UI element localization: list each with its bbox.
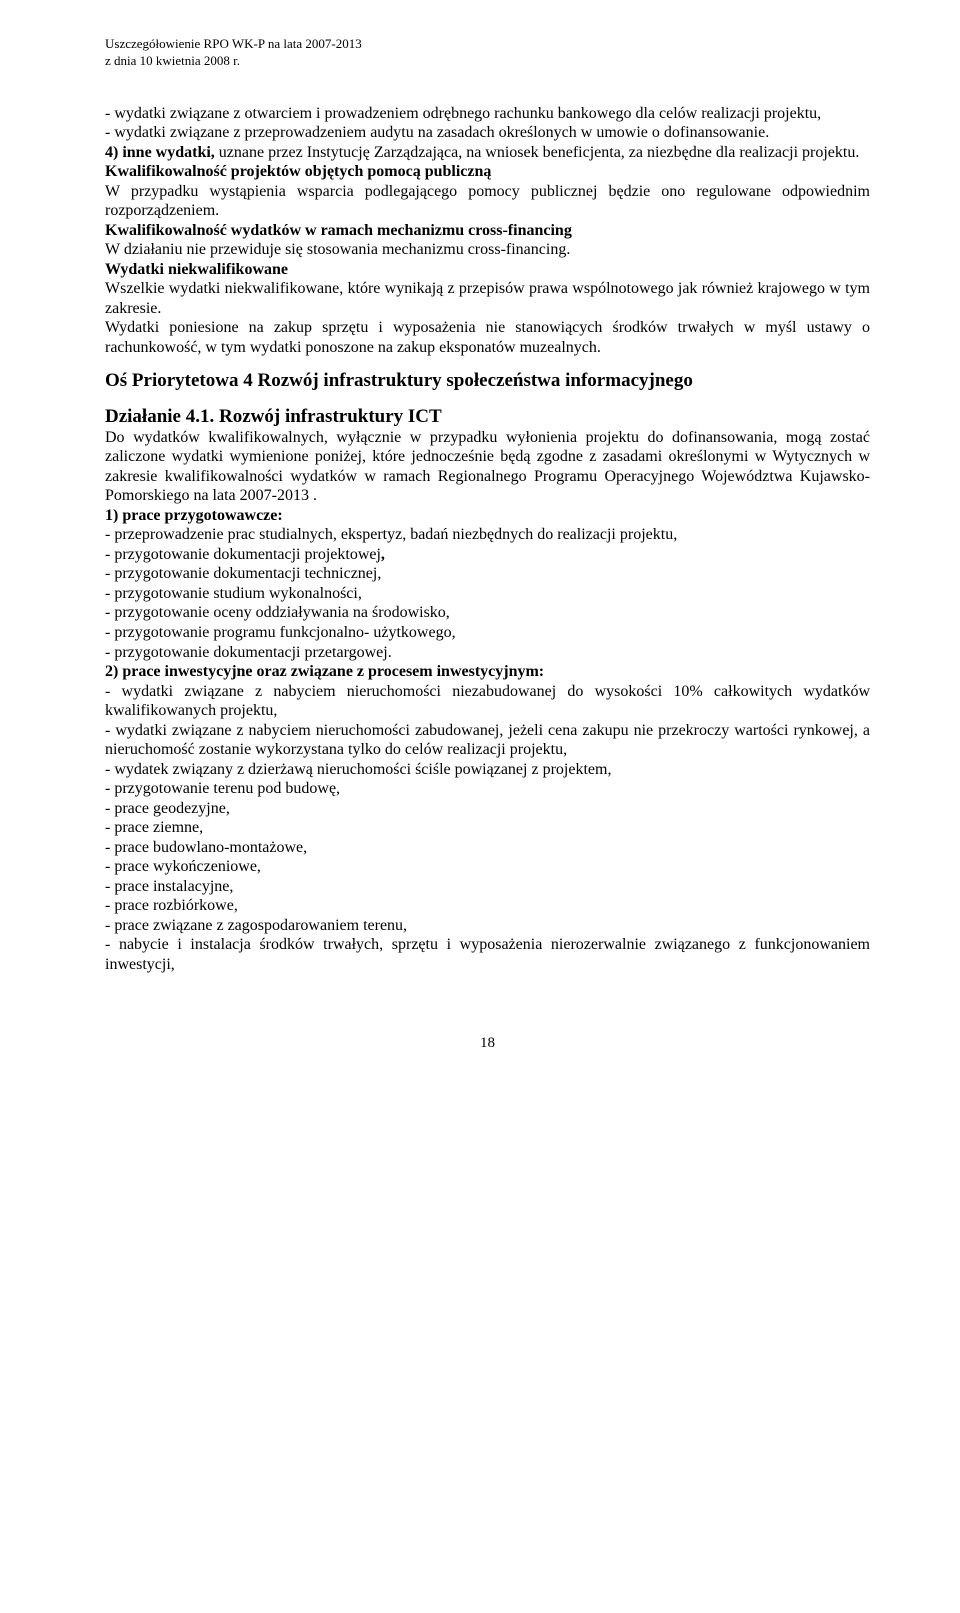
list1-item6: - przygotowanie programu funkcjonalno- u…: [105, 623, 870, 643]
body-p1: - wydatki związane z otwarciem i prowadz…: [105, 104, 870, 124]
list2-item5: - prace geodezyjne,: [105, 799, 870, 819]
list2-item8: - prace wykończeniowe,: [105, 857, 870, 877]
list1-item3: - przygotowanie dokumentacji technicznej…: [105, 564, 870, 584]
body-p6: Wszelkie wydatki niekwalifikowane, które…: [105, 279, 870, 318]
page-number: 18: [105, 1034, 870, 1052]
list2-item9: - prace instalacyjne,: [105, 877, 870, 897]
body-p3: 4) inne wydatki, uznane przez Instytucję…: [105, 143, 870, 163]
body-p7: Wydatki poniesione na zakup sprzętu i wy…: [105, 318, 870, 357]
body-p8: Do wydatków kwalifikowalnych, wyłącznie …: [105, 428, 870, 506]
list1-item5: - przygotowanie oceny oddziaływania na ś…: [105, 603, 870, 623]
heading-wydatki-niekwalifikowane: Wydatki niekwalifikowane: [105, 260, 870, 280]
list2-item4: - przygotowanie terenu pod budowę,: [105, 779, 870, 799]
list2-item11: - prace związane z zagospodarowaniem ter…: [105, 916, 870, 936]
list1-item7: - przygotowanie dokumentacji przetargowe…: [105, 643, 870, 663]
body-p4: W przypadku wystąpienia wsparcia podlega…: [105, 182, 870, 221]
heading-kwalifikowalnosc-projektow: Kwalifikowalność projektów objętych pomo…: [105, 162, 870, 182]
heading-prace-inwestycyjne: 2) prace inwestycyjne oraz związane z pr…: [105, 662, 870, 682]
list2-item6: - prace ziemne,: [105, 818, 870, 838]
heading-prace-przygotowawcze: 1) prace przygotowawcze:: [105, 506, 870, 526]
list1-item4: - przygotowanie studium wykonalności,: [105, 584, 870, 604]
header-block: Uszczegółowienie RPO WK-P na lata 2007-2…: [105, 36, 870, 70]
body-p3-rest: uznane przez Instytucję Zarządzająca, na…: [215, 144, 860, 161]
body-p5: W działaniu nie przewiduje się stosowani…: [105, 240, 870, 260]
list1-item2: - przygotowanie dokumentacji projektowej…: [105, 545, 870, 565]
list2-item10: - prace rozbiórkowe,: [105, 896, 870, 916]
header-line-2: z dnia 10 kwietnia 2008 r.: [105, 53, 870, 70]
list2-item12: - nabycie i instalacja środków trwałych,…: [105, 935, 870, 974]
body-p3-lead: 4) inne wydatki,: [105, 144, 215, 161]
list2-item3: - wydatek związany z dzierżawą nieruchom…: [105, 760, 870, 780]
list1-item1: - przeprowadzenie prac studialnych, eksp…: [105, 525, 870, 545]
list2-item1: - wydatki związane z nabyciem nieruchomo…: [105, 682, 870, 721]
list2-item7: - prace budowlano-montażowe,: [105, 838, 870, 858]
heading-cross-financing: Kwalifikowalność wydatków w ramach mecha…: [105, 221, 870, 241]
body-p2: - wydatki związane z przeprowadzeniem au…: [105, 123, 870, 143]
list2-item2: - wydatki związane z nabyciem nieruchomo…: [105, 721, 870, 760]
list1-item2-comma: ,: [381, 546, 385, 563]
section-dzialanie-4-1: Działanie 4.1. Rozwój infrastruktury ICT: [105, 405, 870, 428]
list1-item2-text: - przygotowanie dokumentacji projektowej: [105, 546, 381, 563]
header-line-1: Uszczegółowienie RPO WK-P na lata 2007-2…: [105, 36, 870, 53]
section-os-priorytetowa-4: Oś Priorytetowa 4 Rozwój infrastruktury …: [105, 369, 870, 392]
document-page: Uszczegółowienie RPO WK-P na lata 2007-2…: [0, 0, 960, 1103]
